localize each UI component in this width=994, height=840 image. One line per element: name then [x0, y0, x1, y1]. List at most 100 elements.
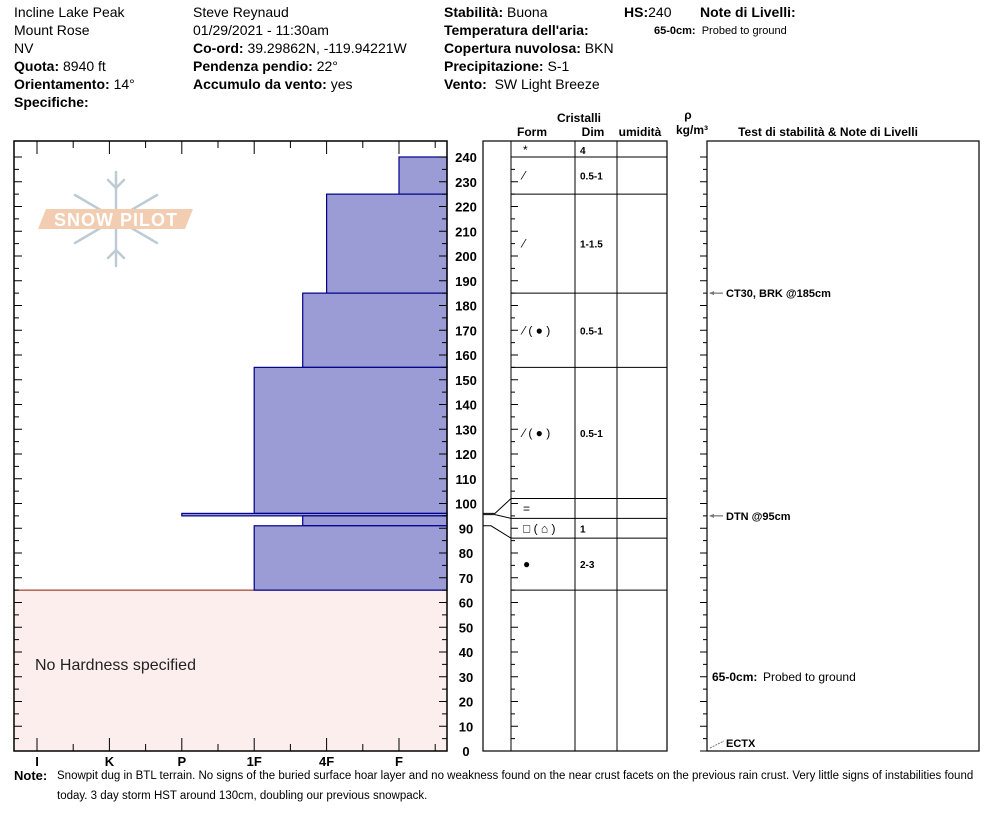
crystal-form: ⁄: [520, 169, 527, 183]
height-label: 50: [459, 620, 473, 635]
height-label: 220: [455, 200, 477, 215]
height-label: 20: [459, 695, 473, 710]
precip: Precipitazione: S-1: [444, 57, 614, 75]
tests-frame: [706, 140, 980, 752]
conditions-block: Stabilità: Buona Temperatura dell'aria: …: [444, 3, 614, 93]
watermark-text: SNOW PILOT: [54, 210, 178, 230]
hardness-bar: [253, 525, 448, 591]
aspect-label: Orientamento:: [14, 76, 110, 92]
wind-value: SW Light Breeze: [494, 76, 600, 92]
crystal-dim: 0.5-1: [580, 429, 603, 440]
wind-loading: Accumulo da vento: yes: [193, 75, 407, 93]
arrow-icon: [709, 513, 714, 518]
crystal-dim: 4: [580, 146, 586, 157]
windload-label: Accumulo da vento:: [193, 76, 327, 92]
header-layer-note-range: 65-0cm:: [654, 25, 696, 37]
datetime: 01/29/2021 - 11:30am: [193, 22, 329, 38]
layer-connector: [483, 498, 512, 514]
snow-profile-chart: Cristalli Form Dim umidità ρ kg/m³ Test …: [13, 108, 980, 769]
height-label: 70: [459, 571, 473, 586]
stability-label: Stabilità:: [444, 4, 504, 20]
crystal-form: *: [523, 143, 528, 157]
crystal-table: * 4 ⁄ 0.5-1 ⁄ 1-1.5 ⁄ ( ● ) 0.5-1 ⁄ ( ● ) 0.5-1 = □…: [482, 140, 708, 752]
hardness-bar: [326, 193, 448, 294]
hardness-tick-label: P: [177, 754, 186, 769]
tests-column: CT30, BRK @185cm DTN @95cm ECTX 65-0cm: Prob…: [706, 140, 980, 752]
hs: HS:240: [624, 3, 671, 21]
precip-label: Precipitazione:: [444, 58, 544, 74]
test-label: ECTX: [726, 738, 756, 750]
layer-notes-label: Note di Livelli:: [700, 4, 796, 20]
height-label: 180: [455, 299, 477, 314]
wind: Vento: SW Light Breeze: [444, 75, 614, 93]
hardness-tick-label: 1F: [247, 754, 262, 769]
form-header: Form: [517, 125, 547, 139]
wind-label: Vento:: [444, 76, 487, 92]
height-label: 110: [456, 472, 477, 487]
layer-notes-heading: Note di Livelli:: [700, 3, 796, 21]
test-label: DTN @95cm: [726, 511, 791, 523]
snowpilot-logo: SNOW PILOT: [38, 170, 193, 268]
crystal-dim: 0.5-1: [580, 172, 603, 183]
rho-header: ρ: [684, 108, 691, 122]
hardness-frame: [13, 140, 448, 752]
height-label: 90: [459, 521, 473, 536]
coord-label: Co-ord:: [193, 40, 244, 56]
moisture-header: umidità: [619, 125, 662, 139]
slope-value: 22°: [316, 58, 338, 74]
hardness-tick-label: 4F: [319, 754, 334, 769]
dim-header: Dim: [582, 125, 605, 139]
crystal-form: □ ( ⌂ ): [523, 521, 556, 535]
sky-label: Copertura nuvolosa:: [444, 40, 581, 56]
tests-header: Test di stabilità & Note di Livelli: [738, 125, 918, 139]
note-text: Snowpit dug in BTL terrain. No signs of …: [57, 770, 974, 802]
range-name: Mount Rose: [14, 22, 90, 38]
crystal-form: ⁄: [520, 237, 527, 251]
crystal-dim: 1-1.5: [580, 240, 603, 251]
crystal-dim: 1: [580, 524, 586, 535]
height-label: 160: [455, 348, 477, 363]
height-label: 200: [455, 249, 477, 264]
height-label: 60: [459, 596, 473, 611]
no-hardness-region: [13, 589, 448, 752]
height-label: 40: [459, 645, 473, 660]
hardness-tick-label: F: [395, 754, 403, 769]
aspect: Orientamento: 14°: [14, 75, 135, 93]
stability: Stabilità: Buona: [444, 3, 614, 21]
hardness-bar: [398, 156, 448, 195]
sky: Copertura nuvolosa: BKN: [444, 39, 614, 57]
layer-connector: [483, 514, 512, 519]
height-label: 30: [459, 670, 473, 685]
crystal-form: ●: [523, 557, 530, 571]
crystals-header: Cristalli: [557, 111, 601, 125]
windload-value: yes: [330, 76, 353, 92]
note-block: Note: Snowpit dug in BTL terrain. No sig…: [14, 766, 984, 806]
test-pointer: [709, 740, 725, 749]
crystal-dim: 2-3: [580, 560, 595, 571]
coordinates: Co-ord: 39.29862N, -119.94221W: [193, 39, 407, 57]
height-label: 10: [459, 719, 473, 734]
height-label: 140: [455, 398, 477, 413]
note-label: Note:: [14, 768, 48, 783]
header-layer-note: 65-0cm: Probed to ground: [654, 22, 787, 40]
height-label: 210: [455, 224, 477, 239]
crystal-dim: 0.5-1: [580, 326, 603, 337]
hardness-bar: [253, 366, 448, 514]
air-temp: Temperatura dell'aria:: [444, 21, 614, 39]
height-label: 80: [459, 546, 473, 561]
hardness-plot: No Hardness specified SNOW PILOT I K P 1F 4F…: [13, 140, 448, 769]
test-label: CT30, BRK @185cm: [726, 288, 831, 300]
height-label: 120: [455, 447, 477, 462]
location-block: Incline Lake Peak Mount Rose NV Quota: 8…: [14, 3, 135, 111]
observer-name: Steve Reynaud: [193, 4, 289, 20]
slope: Pendenza pendio: 22°: [193, 57, 407, 75]
observer-block: Steve Reynaud 01/29/2021 - 11:30am Co-or…: [193, 3, 407, 93]
coord-value: 39.29862N, -119.94221W: [247, 40, 407, 56]
crystal-form: =: [523, 501, 530, 515]
height-label: 190: [455, 274, 477, 289]
elevation-label: Quota:: [14, 58, 60, 74]
height-label: 130: [455, 422, 477, 437]
height-label: 150: [455, 373, 477, 388]
hs-label: HS:: [624, 4, 649, 20]
height-label: 230: [455, 175, 477, 190]
